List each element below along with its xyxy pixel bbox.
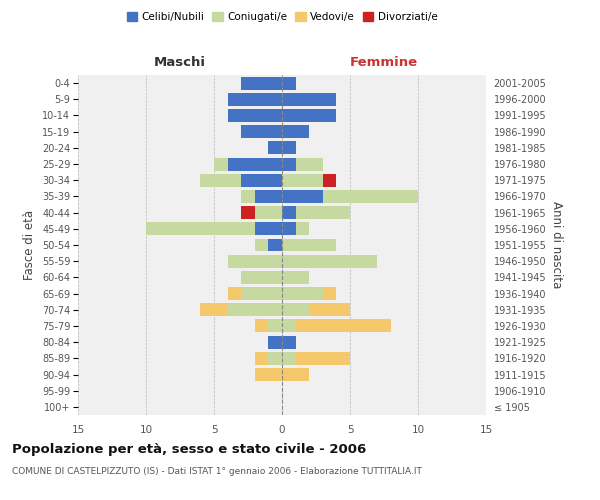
Bar [282,271,309,284]
Bar [282,93,337,106]
Text: Maschi: Maschi [154,56,206,70]
Bar [227,254,282,268]
Bar [282,368,309,381]
Bar [214,158,227,170]
Legend: Celibi/Nubili, Coniugati/e, Vedovi/e, Divorziati/e: Celibi/Nubili, Coniugati/e, Vedovi/e, Di… [122,8,442,26]
Bar [282,254,377,268]
Bar [200,174,241,186]
Y-axis label: Fasce di età: Fasce di età [23,210,37,280]
Bar [282,304,309,316]
Bar [227,304,282,316]
Bar [323,287,337,300]
Bar [282,320,296,332]
Bar [282,238,337,252]
Bar [268,320,282,332]
Bar [241,190,255,203]
Text: Popolazione per età, sesso e stato civile - 2006: Popolazione per età, sesso e stato civil… [12,442,366,456]
Bar [241,287,282,300]
Bar [227,158,282,170]
Bar [282,222,296,235]
Bar [227,93,282,106]
Bar [323,174,337,186]
Bar [309,304,350,316]
Bar [282,158,296,170]
Bar [255,320,268,332]
Bar [282,174,323,186]
Bar [241,125,282,138]
Bar [255,238,268,252]
Text: Femmine: Femmine [350,56,418,70]
Bar [296,222,309,235]
Bar [282,287,323,300]
Bar [255,206,282,219]
Bar [282,76,296,90]
Bar [296,352,350,365]
Bar [282,336,296,348]
Bar [241,174,282,186]
Text: COMUNE DI CASTELPIZZUTO (IS) - Dati ISTAT 1° gennaio 2006 - Elaborazione TUTTITA: COMUNE DI CASTELPIZZUTO (IS) - Dati ISTA… [12,468,422,476]
Bar [282,206,296,219]
Bar [241,271,282,284]
Bar [282,190,323,203]
Bar [268,142,282,154]
Bar [296,158,323,170]
Bar [296,320,391,332]
Bar [227,287,241,300]
Bar [227,109,282,122]
Bar [282,125,309,138]
Bar [282,142,296,154]
Bar [200,304,227,316]
Bar [268,352,282,365]
Bar [255,368,282,381]
Bar [255,222,282,235]
Bar [255,190,282,203]
Bar [255,352,268,365]
Bar [323,190,418,203]
Bar [241,206,255,219]
Bar [296,206,350,219]
Bar [282,109,337,122]
Bar [241,76,282,90]
Bar [282,352,296,365]
Bar [268,238,282,252]
Bar [146,222,255,235]
Y-axis label: Anni di nascita: Anni di nascita [550,202,563,288]
Bar [268,336,282,348]
